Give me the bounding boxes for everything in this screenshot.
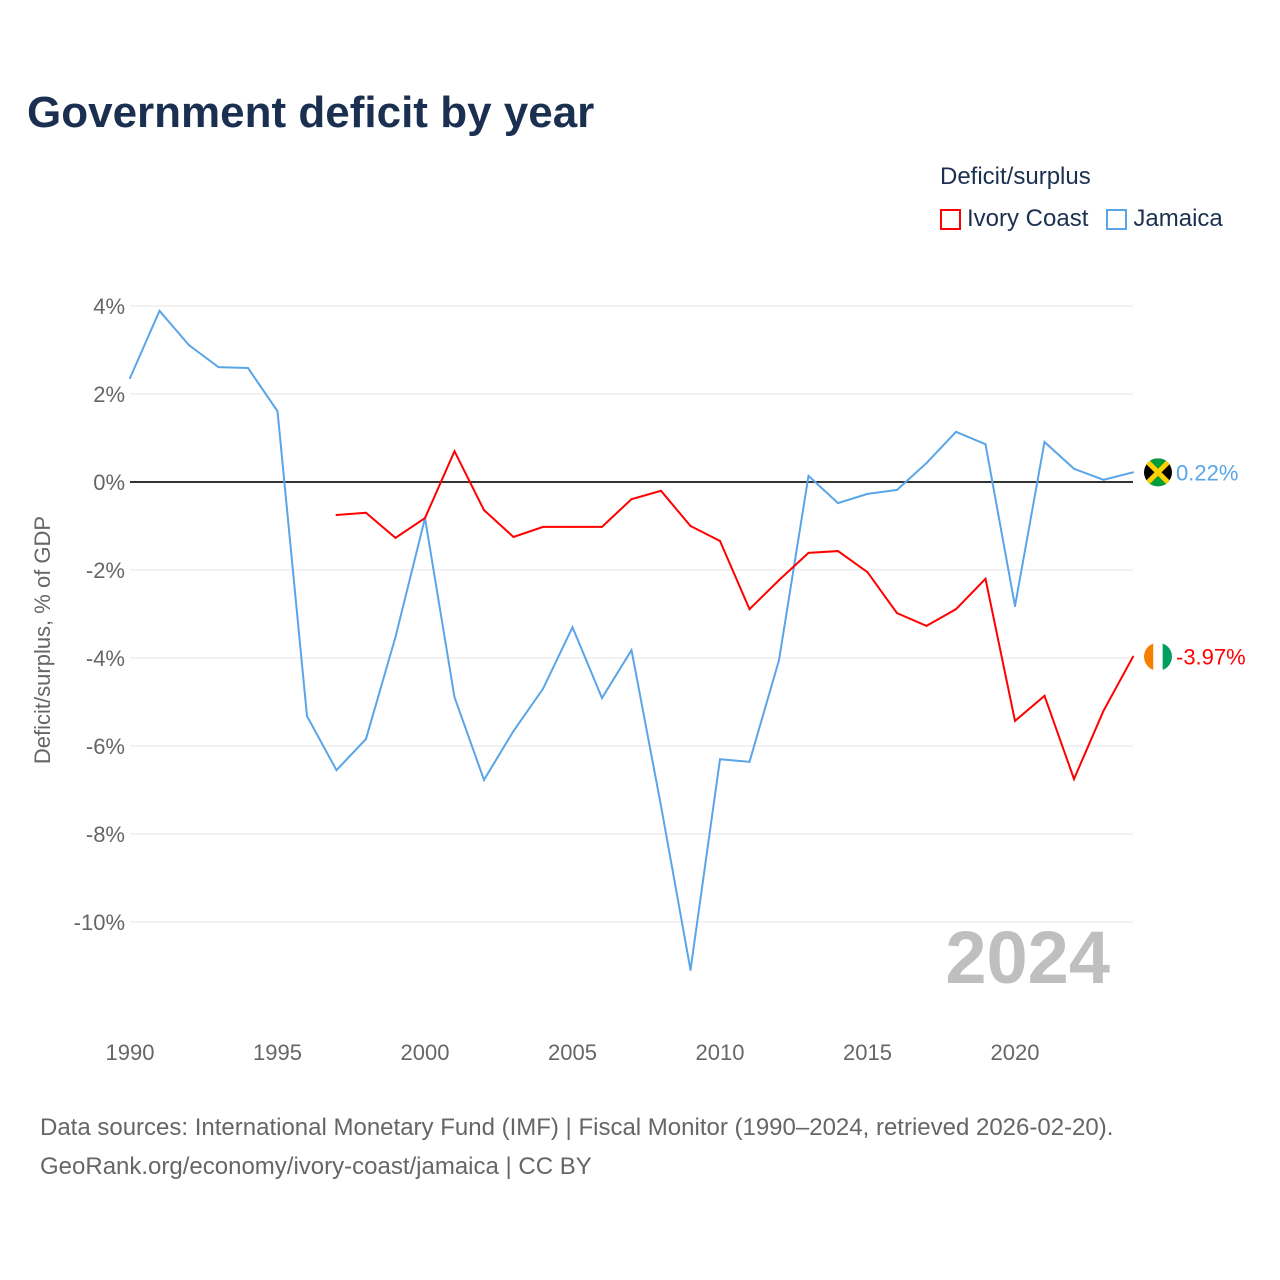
legend-item-ivory-coast[interactable]: Ivory Coast: [940, 205, 1088, 233]
data-point: [630, 649, 633, 652]
data-point: [542, 687, 544, 690]
data-point: [276, 410, 279, 413]
data-point: [984, 443, 987, 446]
legend-item-jamaica[interactable]: Jamaica: [1106, 205, 1223, 233]
data-point: [483, 778, 485, 781]
data-point: [424, 517, 426, 520]
data-point: [483, 509, 485, 512]
y-tick-label: -10%: [74, 910, 125, 935]
data-point: [1043, 440, 1046, 443]
series-line-ivory-coast: [336, 448, 1134, 782]
ivory-coast-flag-icon: [1144, 642, 1172, 671]
data-point: [719, 758, 721, 761]
data-point: [925, 462, 928, 465]
data-point: [689, 968, 692, 971]
data-point: [866, 571, 869, 574]
x-tick-label: 2015: [843, 1040, 892, 1065]
data-point: [689, 525, 692, 527]
data-point: [335, 769, 338, 772]
data-point: [807, 551, 810, 554]
data-point: [601, 697, 603, 700]
data-point: [394, 536, 397, 539]
data-point: [601, 525, 603, 528]
data-point: [748, 608, 751, 611]
data-point: [984, 577, 987, 580]
data-point: [660, 804, 662, 807]
x-tick-label: 1995: [253, 1040, 302, 1065]
legend-title: Deficit/surplus: [940, 163, 1091, 190]
data-point: [158, 309, 161, 312]
y-tick-label: -4%: [86, 646, 125, 671]
data-point: [778, 579, 780, 582]
x-tick-label: 2000: [401, 1040, 450, 1065]
data-point: [1132, 471, 1134, 474]
legend-label: Jamaica: [1133, 205, 1223, 232]
x-tick-label: 2020: [991, 1040, 1040, 1065]
data-point: [512, 730, 515, 733]
data-point: [955, 430, 957, 433]
x-tick-label: 2005: [548, 1040, 597, 1065]
data-point: [247, 367, 249, 370]
data-point: [453, 696, 456, 699]
data-point: [1073, 778, 1075, 780]
data-point: [188, 344, 190, 347]
data-point: [1132, 655, 1134, 658]
data-point: [955, 608, 957, 611]
data-point: [453, 450, 456, 453]
data-point: [719, 539, 721, 542]
data-point: [217, 366, 220, 369]
year-watermark: 2024: [945, 916, 1110, 999]
data-point: [542, 525, 544, 528]
end-value-label: 0.22%: [1176, 460, 1238, 485]
x-tick-label: 2010: [696, 1040, 745, 1065]
y-tick-label: -8%: [86, 822, 125, 847]
data-point: [1014, 605, 1016, 608]
legend-swatch: [940, 208, 961, 230]
data-point: [1102, 709, 1105, 712]
jamaica-flag-icon: [1144, 458, 1172, 487]
data-point: [837, 502, 839, 505]
data-point: [306, 715, 308, 718]
data-point: [571, 525, 574, 528]
y-tick-label: -6%: [86, 734, 125, 759]
data-point: [866, 492, 869, 495]
data-point: [129, 377, 131, 380]
data-point: [660, 489, 662, 492]
footer: Data sources: International Monetary Fun…: [40, 1108, 1113, 1186]
end-value-label: -3.97%: [1176, 645, 1246, 670]
data-point: [778, 659, 780, 662]
data-point: [896, 488, 898, 491]
legend-swatch: [1106, 208, 1128, 230]
source-link[interactable]: GeoRank.org/economy/ivory-coast/jamaica …: [40, 1153, 592, 1180]
data-point: [335, 514, 338, 516]
data-point: [1043, 694, 1046, 697]
data-point: [394, 635, 397, 638]
data-point: [1102, 478, 1105, 481]
data-point: [807, 474, 810, 477]
data-sources: Data sources: International Monetary Fun…: [40, 1114, 1114, 1141]
data-point: [1014, 719, 1016, 722]
data-point: [365, 737, 367, 740]
legend-label: Ivory Coast: [967, 205, 1089, 232]
y-tick-label: 4%: [93, 294, 125, 319]
y-tick-label: -2%: [86, 558, 125, 583]
data-point: [512, 536, 515, 538]
data-point: [837, 550, 839, 553]
y-axis-label: Deficit/surplus, % of GDP: [30, 516, 55, 764]
series-line-jamaica: [129, 308, 1134, 971]
data-point: [630, 498, 633, 501]
y-tick-label: 0%: [93, 470, 125, 495]
data-point: [748, 760, 751, 763]
data-point: [365, 511, 367, 514]
data-point: [925, 624, 928, 627]
data-point: [571, 626, 574, 629]
x-tick-label: 1990: [106, 1040, 155, 1065]
data-point: [1073, 467, 1075, 470]
chart-title: Government deficit by year: [27, 88, 595, 137]
data-point: [896, 612, 898, 615]
legend: Ivory Coast Jamaica: [940, 205, 1223, 233]
y-tick-label: 2%: [93, 382, 125, 407]
